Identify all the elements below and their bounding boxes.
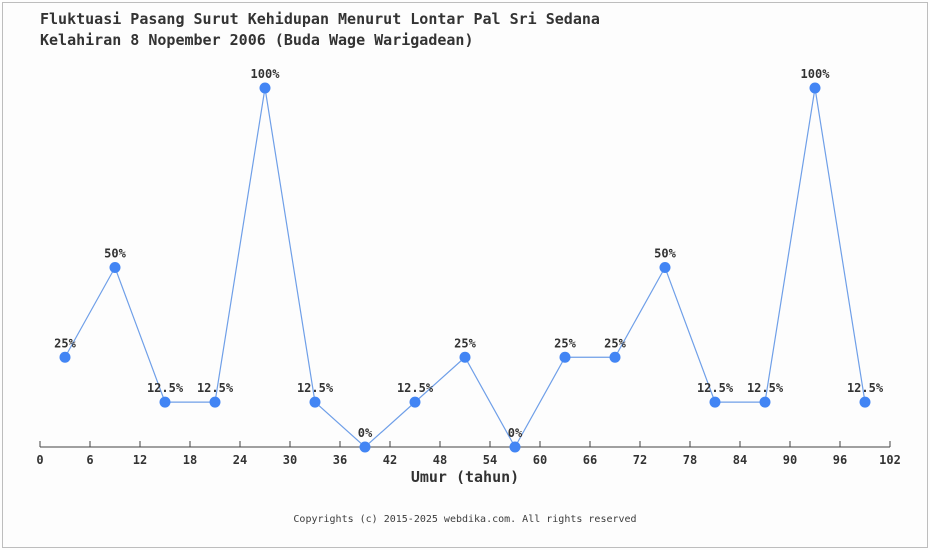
x-tick-label: 6 xyxy=(86,453,93,467)
data-point xyxy=(359,441,371,453)
x-tick-label: 18 xyxy=(183,453,197,467)
x-tick-label: 54 xyxy=(483,453,497,467)
chart-title-line1: Fluktuasi Pasang Surut Kehidupan Menurut… xyxy=(40,10,600,28)
data-point xyxy=(109,262,121,273)
data-point xyxy=(409,396,421,408)
x-tick-label: 102 xyxy=(879,453,901,467)
data-point-label: 12.5% xyxy=(197,381,234,395)
data-point-label: 12.5% xyxy=(747,381,784,395)
x-tick-label: 72 xyxy=(633,453,647,467)
data-point-label: 25% xyxy=(554,336,576,350)
data-point xyxy=(859,396,871,408)
chart-title-line2: Kelahiran 8 Nopember 2006 (Buda Wage War… xyxy=(40,31,474,49)
data-point xyxy=(509,441,521,453)
x-tick-label: 30 xyxy=(283,453,297,467)
data-point-label: 12.5% xyxy=(147,381,184,395)
data-point xyxy=(609,351,621,363)
x-tick-label: 42 xyxy=(383,453,397,467)
data-point xyxy=(59,351,71,363)
data-point-label: 25% xyxy=(604,336,626,350)
x-tick-label: 60 xyxy=(533,453,547,467)
data-point xyxy=(459,351,471,363)
data-point-label: 50% xyxy=(654,247,676,261)
data-point xyxy=(209,396,221,408)
data-point-label: 12.5% xyxy=(697,381,734,395)
chart-title: Fluktuasi Pasang Surut Kehidupan Menurut… xyxy=(40,9,600,51)
data-point-label: 12.5% xyxy=(397,381,434,395)
data-point-label: 12.5% xyxy=(297,381,334,395)
data-point xyxy=(809,82,821,94)
data-point xyxy=(559,351,571,363)
x-tick-label: 24 xyxy=(233,453,247,467)
data-point-label: 25% xyxy=(54,336,76,350)
data-point xyxy=(709,396,721,408)
data-point-label: 0% xyxy=(358,426,373,440)
data-point xyxy=(159,396,171,408)
x-tick-label: 0 xyxy=(36,453,43,467)
data-point-label: 100% xyxy=(251,67,281,81)
data-point-label: 12.5% xyxy=(847,381,884,395)
data-point xyxy=(259,82,271,94)
x-tick-label: 84 xyxy=(733,453,747,467)
x-tick-label: 12 xyxy=(133,453,147,467)
x-tick-label: 78 xyxy=(683,453,697,467)
x-axis-title: Umur (tahun) xyxy=(410,468,520,486)
x-tick-label: 66 xyxy=(583,453,597,467)
x-tick-label: 36 xyxy=(333,453,347,467)
data-point xyxy=(659,262,671,273)
data-point-label: 0% xyxy=(508,426,523,440)
data-line xyxy=(64,87,866,449)
data-point xyxy=(309,396,321,408)
data-point-label: 50% xyxy=(104,247,126,261)
data-point xyxy=(759,396,771,408)
data-point-label: 100% xyxy=(801,67,831,81)
copyright-footer: Copyrights (c) 2015-2025 webdika.com. Al… xyxy=(293,514,637,525)
x-tick-label: 96 xyxy=(833,453,847,467)
x-tick-label: 48 xyxy=(433,453,447,467)
data-point-label: 25% xyxy=(454,336,476,350)
x-tick-label: 90 xyxy=(783,453,797,467)
